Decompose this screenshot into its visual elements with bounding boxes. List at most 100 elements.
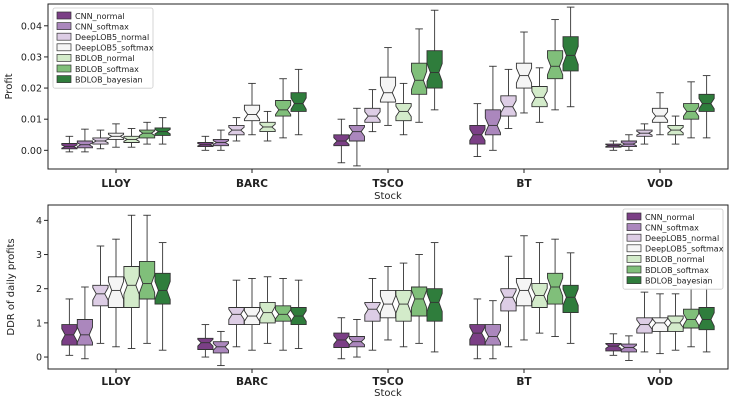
box-cnn-softmax-vod: [620, 335, 637, 361]
box-deeplob5-softmax-tsco: [379, 266, 397, 341]
category-label-bt: BT: [516, 178, 532, 190]
box-bdlob-normal-barc: [259, 276, 276, 344]
box-cnn-normal-vod: [605, 333, 622, 356]
box-cnn-softmax-barc: [212, 330, 229, 367]
y-tick-label: 4: [36, 216, 42, 227]
box-deeplob5-softmax-lloy: [107, 123, 125, 148]
box-bdlob-bayesian-tsco: [426, 9, 443, 111]
box-cnn-normal-tsco: [333, 118, 350, 164]
category-label-barc: BARC: [236, 376, 268, 388]
box-cnn-softmax-barc: [212, 129, 229, 151]
box-cnn-softmax-lloy: [76, 286, 93, 360]
box-deeplob5-normal-lloy: [92, 129, 109, 150]
legend-label-cnn-softmax: CNN_softmax: [645, 223, 699, 232]
legend-label-bdlob-softmax: BDLOB_softmax: [75, 65, 139, 74]
legend-label-cnn-normal: CNN_normal: [75, 12, 125, 21]
box-deeplob5-normal-lloy: [92, 245, 109, 344]
box-cnn-softmax-vod: [620, 134, 637, 151]
box-deeplob5-softmax-bt: [515, 31, 533, 114]
legend-label-deeplob5-softmax: DeepLOB5_softmax: [645, 245, 724, 254]
box-bdlob-bayesian-lloy: [154, 242, 171, 351]
box-cnn-softmax-tsco: [348, 319, 365, 358]
box-deeplob5-normal-barc: [228, 117, 245, 142]
box-cnn-normal-vod: [605, 140, 622, 151]
box-deeplob5-softmax-barc: [243, 82, 261, 136]
y-tick-label: 1: [36, 318, 42, 329]
legend-swatch-bdlob-softmax: [56, 64, 72, 73]
legend-label-deeplob5-normal: DeepLOB5_normal: [645, 234, 719, 243]
box-deeplob5-softmax-barc: [243, 278, 261, 351]
x-axis-label: Stock: [374, 191, 402, 202]
legend-label-bdlob-bayesian: BDLOB_bayesian: [645, 276, 713, 285]
box-deeplob5-softmax-vod: [651, 92, 669, 136]
category-label-tsco: TSCO: [372, 178, 403, 190]
box-deeplob5-softmax-lloy: [107, 238, 125, 348]
legend-swatch-cnn-softmax: [626, 223, 642, 231]
box-bdlob-bayesian-barc: [290, 68, 307, 136]
box-cnn-normal-bt: [469, 103, 486, 157]
y-tick-label: 0.01: [21, 115, 42, 126]
box-cnn-softmax-tsco: [348, 107, 365, 167]
box-bdlob-softmax-bt: [547, 19, 564, 111]
category-label-vod: VOD: [647, 376, 673, 388]
box-bdlob-bayesian-vod: [698, 276, 715, 353]
box-deeplob5-softmax-bt: [515, 235, 533, 341]
legend-label-cnn-normal: CNN_normal: [645, 213, 695, 222]
box-cnn-normal-barc: [197, 135, 214, 151]
legend-frame: [622, 208, 724, 290]
y-tick-label: 2: [36, 284, 42, 295]
legend-swatch-deeplob5-normal: [56, 32, 72, 41]
legend-label-bdlob-softmax: BDLOB_softmax: [645, 266, 709, 275]
box-bdlob-normal-lloy: [123, 214, 140, 349]
legend-frame: [52, 7, 154, 89]
legend-swatch-bdlob-bayesian: [56, 75, 72, 83]
category-label-lloy: LLOY: [101, 178, 131, 190]
category-label-barc: BARC: [236, 178, 268, 190]
box-bdlob-bayesian-tsco: [426, 242, 443, 353]
legend-label-bdlob-normal: BDLOB_normal: [645, 255, 705, 264]
box-bdlob-softmax-barc: [275, 78, 292, 139]
box-cnn-softmax-lloy: [76, 128, 93, 153]
legend-swatch-deeplob5-softmax: [56, 43, 72, 52]
box-bdlob-bayesian-bt: [562, 6, 579, 108]
y-tick-label: 0.04: [21, 21, 42, 32]
box-bdlob-bayesian-barc: [290, 279, 307, 349]
legend-swatch-bdlob-softmax: [626, 265, 642, 274]
legend-swatch-deeplob5-normal: [626, 233, 642, 242]
legend-label-deeplob5-normal: DeepLOB5_normal: [75, 33, 149, 42]
box-deeplob5-normal-vod: [636, 291, 653, 353]
box-bdlob-normal-vod: [667, 293, 684, 351]
box-bdlob-softmax-vod: [683, 281, 700, 348]
legend-swatch-bdlob-normal: [626, 255, 642, 263]
box-deeplob5-softmax-tsco: [379, 47, 397, 126]
y-axis-label: DDR of daily profits: [6, 238, 17, 335]
box-bdlob-bayesian-lloy: [154, 117, 171, 145]
ddr-panel: 0 1 2 3 4 LLOY BARC TSCO BT VOD Stock DDR of daily …: [6, 204, 729, 399]
box-bdlob-normal-barc: [259, 110, 276, 142]
box-bdlob-normal-bt: [531, 242, 548, 334]
box-bdlob-bayesian-bt: [562, 252, 579, 344]
box-bdlob-softmax-vod: [683, 81, 700, 139]
box-cnn-normal-barc: [197, 324, 214, 358]
category-label-bt: BT: [516, 376, 532, 388]
y-tick-label: 0.02: [21, 84, 42, 95]
box-cnn-normal-tsco: [333, 317, 350, 360]
legend-swatch-bdlob-normal: [56, 54, 72, 62]
box-cnn-normal-bt: [469, 298, 486, 360]
box-deeplob5-normal-vod: [636, 123, 653, 145]
box-cnn-softmax-bt: [484, 65, 501, 151]
legend-swatch-cnn-softmax: [56, 22, 72, 30]
box-bdlob-softmax-lloy: [139, 214, 156, 344]
box-deeplob5-normal-tsco: [364, 278, 381, 351]
legend-label-deeplob5-softmax: DeepLOB5_softmax: [75, 44, 154, 53]
box-deeplob5-normal-barc: [228, 279, 245, 348]
y-tick-label: 0.00: [21, 146, 42, 157]
x-axis-label: Stock: [374, 388, 402, 399]
box-deeplob5-softmax-vod: [651, 293, 669, 355]
box-deeplob5-normal-bt: [500, 255, 517, 348]
box-bdlob-softmax-bt: [547, 238, 564, 337]
box-bdlob-bayesian-vod: [698, 75, 715, 139]
y-tick-label: 0: [36, 353, 42, 364]
